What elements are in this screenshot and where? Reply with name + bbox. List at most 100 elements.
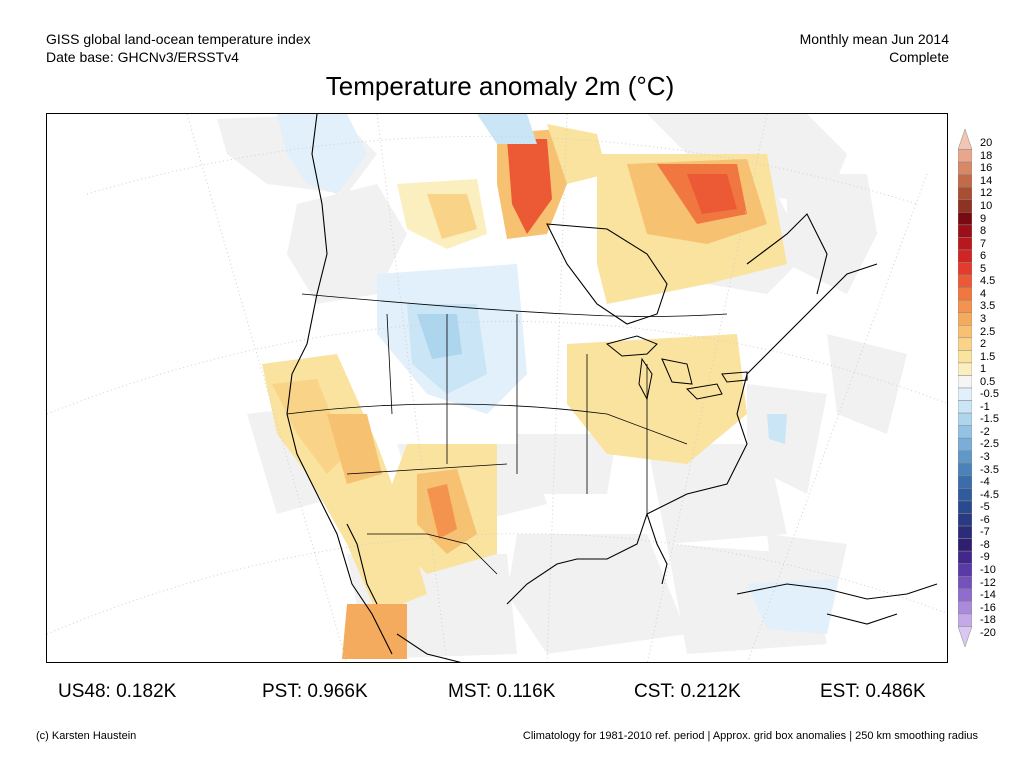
colorbar-swatch <box>958 287 972 301</box>
colorbar-tick-label: 2.5 <box>980 325 996 338</box>
colorbar-swatch <box>958 212 972 226</box>
colorbar-tick-label: -12 <box>980 576 996 589</box>
colorbar-tick-label: 4.5 <box>980 275 996 288</box>
colorbar-tick-label: 6 <box>980 250 987 263</box>
colorbar-labels: 20 18 16 14 12 10 9 8 7 6 5 4.5 4 3.5 3 2.5 2 1.5 1 0.5 -0.5… <box>980 127 1024 649</box>
colorbar-swatch <box>958 563 972 577</box>
colorbar-tick-label: 0.5 <box>980 375 996 388</box>
graticule <box>47 114 947 662</box>
colorbar-swatch <box>958 588 972 602</box>
colorbar-tick-label: 16 <box>980 162 993 175</box>
colorbar-swatch <box>958 161 972 175</box>
colorbar-swatch <box>958 425 972 439</box>
colorbar-tick-label: 7 <box>980 237 987 250</box>
colorbar-swatch <box>958 525 972 539</box>
methodology-note: Climatology for 1981-2010 ref. period | … <box>522 730 978 742</box>
colorbar-tick-label: -2.5 <box>980 438 999 451</box>
colorbar-tick-label: -1 <box>980 400 990 413</box>
colorbar-swatch <box>958 199 972 213</box>
colorbar-swatch <box>958 186 972 201</box>
colorbar <box>958 128 972 648</box>
colorbar-swatch <box>958 237 972 251</box>
colorbar-swatch <box>958 437 972 452</box>
colorbar-swatch <box>958 337 972 351</box>
colorbar-swatch <box>958 550 972 564</box>
regional-stats: US48: 0.182K PST: 0.966K MST: 0.116K CST… <box>0 680 1024 704</box>
colorbar-tick-label: -0.5 <box>980 388 999 401</box>
colorbar-swatch <box>958 488 972 502</box>
colorbar-tick-label: 12 <box>980 187 993 200</box>
colorbar-tick-label: -5 <box>980 501 990 514</box>
dataset-base: Date base: GHCNv3/ERSSTv4 <box>46 49 239 65</box>
colorbar-swatch <box>958 500 972 514</box>
colorbar-tick-label: 1.5 <box>980 350 996 363</box>
colorbar-swatch <box>958 613 972 627</box>
colorbar-tick-label: 18 <box>980 149 993 162</box>
colorbar-tick-label: -3.5 <box>980 463 999 476</box>
colorbar-tick-label: -20 <box>980 626 996 639</box>
colorbar-tick-label: -16 <box>980 601 996 614</box>
colorbar-tick-label: 10 <box>980 200 993 213</box>
colorbar-tick-label: 3.5 <box>980 300 996 313</box>
colorbar-swatch <box>958 224 972 238</box>
colorbar-tick-label: -7 <box>980 526 990 539</box>
colorbar-swatch <box>958 174 972 188</box>
colorbar-tick-label: -1.5 <box>980 413 999 426</box>
colorbar-tick-label: -10 <box>980 563 996 576</box>
map-title: Temperature anomaly 2m (°C) <box>325 71 675 101</box>
colorbar-swatch <box>958 412 972 426</box>
period-label: Monthly mean Jun 2014 <box>799 31 949 47</box>
colorbar-swatch <box>958 362 972 376</box>
colorbar-tick-label: 2 <box>980 338 987 351</box>
copyright: (c) Karsten Haustein <box>36 730 137 742</box>
coastlines <box>286 114 938 662</box>
header-left: GISS global land-ocean temperature index… <box>46 30 311 66</box>
colorbar-swatch <box>958 538 972 552</box>
colorbar-swatch <box>958 387 972 401</box>
colorbar-tick-label: -8 <box>980 538 990 551</box>
colorbar-swatch <box>958 375 972 389</box>
header-right: Monthly mean Jun 2014 Complete <box>800 30 949 66</box>
colorbar-tick-label: -4 <box>980 476 990 489</box>
stat-cst: CST: 0.212K <box>634 681 741 702</box>
colorbar-swatch <box>958 576 972 590</box>
stat-est: EST: 0.486K <box>820 681 926 702</box>
colorbar-tick-label: 4 <box>980 287 987 300</box>
stat-mst: MST: 0.116K <box>448 681 556 702</box>
colorbar-swatch <box>958 312 972 326</box>
colorbar-tick-label: 14 <box>980 174 993 187</box>
completeness-label: Complete <box>889 49 949 65</box>
dataset-title: GISS global land-ocean temperature index <box>46 31 311 47</box>
anomaly-map <box>46 113 948 663</box>
colorbar-swatch <box>958 626 972 648</box>
colorbar-tick-label: 1 <box>980 363 987 376</box>
stat-pst: PST: 0.966K <box>262 681 368 702</box>
colorbar-tick-label: 5 <box>980 262 987 275</box>
colorbar-swatch <box>958 450 972 464</box>
colorbar-swatch <box>958 601 972 615</box>
colorbar-tick-label: 8 <box>980 225 987 238</box>
colorbar-tick-label: 20 <box>980 137 993 150</box>
colorbar-swatch <box>958 350 972 364</box>
colorbar-swatch <box>958 249 972 263</box>
colorbar-swatch <box>958 463 972 477</box>
colorbar-swatch <box>958 262 972 276</box>
colorbar-tick-label: -2 <box>980 425 990 438</box>
colorbar-tick-label: 3 <box>980 312 987 325</box>
colorbar-tick-label: -14 <box>980 589 996 602</box>
colorbar-swatch <box>958 400 972 414</box>
colorbar-tick-label: -3 <box>980 451 990 464</box>
stat-us48: US48: 0.182K <box>58 681 177 702</box>
colorbar-swatch <box>958 513 972 527</box>
colorbar-swatch <box>958 299 972 313</box>
political-borders <box>286 293 728 575</box>
colorbar-swatch <box>958 128 972 150</box>
colorbar-swatch <box>958 274 972 288</box>
colorbar-tick-label: -6 <box>980 513 990 526</box>
colorbar-tick-label: -9 <box>980 551 990 564</box>
colorbar-tick-label: 9 <box>980 212 987 225</box>
colorbar-swatch <box>958 325 972 339</box>
warm-anomaly-regions <box>262 124 787 659</box>
colorbar-tick-label: -4.5 <box>980 488 999 501</box>
great-lakes <box>605 335 748 401</box>
